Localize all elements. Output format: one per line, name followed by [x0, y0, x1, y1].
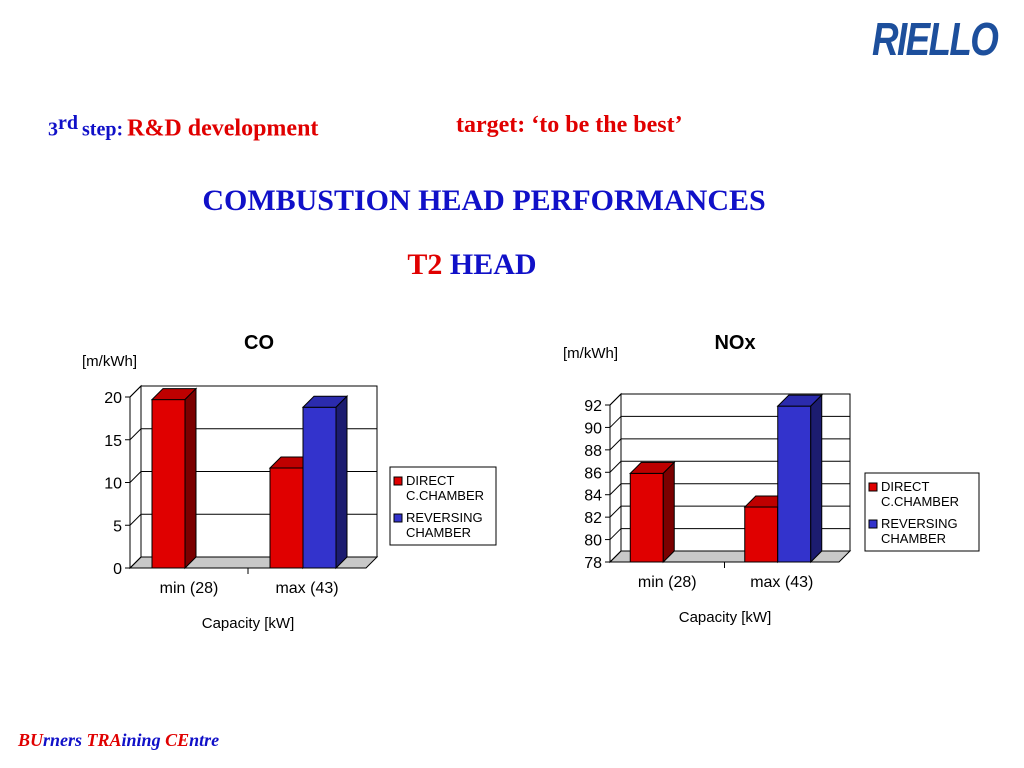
step-number: 3 [48, 118, 58, 141]
y-axis-label: [m/kWh] [82, 353, 137, 370]
subtitle-model: T2 [407, 248, 443, 281]
y-tick-label: 5 [113, 518, 122, 535]
y-tick-label: 84 [584, 488, 602, 505]
legend-entry: CHAMBER [881, 531, 946, 546]
bar-front [151, 399, 186, 569]
gridline-side [609, 528, 622, 540]
step-heading: 3rd step: R&D development [48, 112, 318, 142]
gridline-side [609, 460, 622, 473]
chart-title: NOx [714, 332, 755, 354]
riello-logo: RIELLO [872, 13, 999, 65]
chart-title: CO [244, 332, 274, 354]
x-category-label: max (43) [750, 574, 813, 591]
gridline-side [609, 393, 622, 406]
legend-entry: REVERSING [881, 516, 958, 531]
y-tick-label: 92 [584, 398, 602, 415]
footer-part-6: ntre [189, 730, 220, 750]
gridline-side [609, 505, 622, 518]
y-tick-label: 80 [584, 533, 602, 550]
gridline-side [609, 438, 622, 451]
x-category-label: min (28) [638, 574, 697, 591]
bar-front [777, 405, 812, 563]
gridline-side [129, 428, 142, 441]
y-tick-label: 78 [584, 555, 602, 572]
legend-entry: REVERSING [406, 510, 483, 525]
chart-side-wall [609, 392, 622, 564]
y-tick-label: 15 [104, 433, 122, 450]
legend-entry: C.CHAMBER [881, 494, 959, 509]
y-tick-label: 20 [104, 390, 122, 407]
y-tick-label: 82 [584, 510, 602, 527]
y-tick-label: 90 [584, 420, 602, 437]
gridline-side [129, 471, 142, 483]
subtitle-head: HEAD [449, 248, 537, 281]
footer-part-4: ining [121, 730, 166, 750]
footer-part-3: TRA [86, 730, 122, 750]
page-subtitle: T2 HEAD [0, 248, 944, 282]
gridline-side [129, 385, 142, 398]
y-tick-label: 10 [104, 476, 122, 493]
gridline-side [129, 513, 142, 526]
y-tick-label: 88 [584, 443, 602, 460]
bar-side [184, 387, 197, 570]
legend-box [864, 472, 980, 552]
page-title: COMBUSTION HEAD PERFORMANCES [202, 184, 766, 217]
legend-entry: DIRECT [881, 479, 929, 494]
bar-front [302, 406, 337, 569]
legend-box [389, 466, 497, 546]
step-ordinal: rd [58, 112, 78, 134]
gridline-side [609, 483, 622, 496]
legend-entry: C.CHAMBER [406, 488, 484, 503]
x-axis-label: Capacity [kW] [202, 615, 295, 632]
y-tick-label: 0 [113, 561, 122, 578]
gridline-side [609, 416, 622, 428]
footer-part-2: rners [43, 730, 87, 750]
target-text: target: ‘to be the best’ [456, 112, 683, 138]
legend-swatch [868, 519, 878, 529]
legend-swatch [393, 476, 403, 486]
bar-front [629, 472, 664, 563]
y-tick-label: 86 [584, 465, 602, 482]
bar-side [335, 395, 348, 570]
bar-side [810, 393, 823, 564]
bar-front [744, 506, 779, 563]
legend-entry: CHAMBER [406, 525, 471, 540]
x-category-label: min (28) [160, 580, 219, 597]
y-axis-label: [m/kWh] [563, 345, 618, 362]
footer-brand: BUrners TRAining CEntre [18, 730, 219, 751]
legend-swatch [868, 482, 878, 492]
footer-part-1: BU [18, 730, 44, 750]
step-topic: R&D development [127, 115, 319, 142]
legend-swatch [393, 513, 403, 523]
footer-part-5: CE [165, 730, 190, 750]
gridline-side [129, 556, 142, 569]
legend-entry: DIRECT [406, 473, 454, 488]
step-word: step: [82, 118, 124, 141]
gridline-side [609, 550, 622, 563]
x-category-label: max (43) [275, 580, 338, 597]
x-axis-label: Capacity [kW] [679, 609, 772, 626]
bar-side [662, 461, 675, 564]
